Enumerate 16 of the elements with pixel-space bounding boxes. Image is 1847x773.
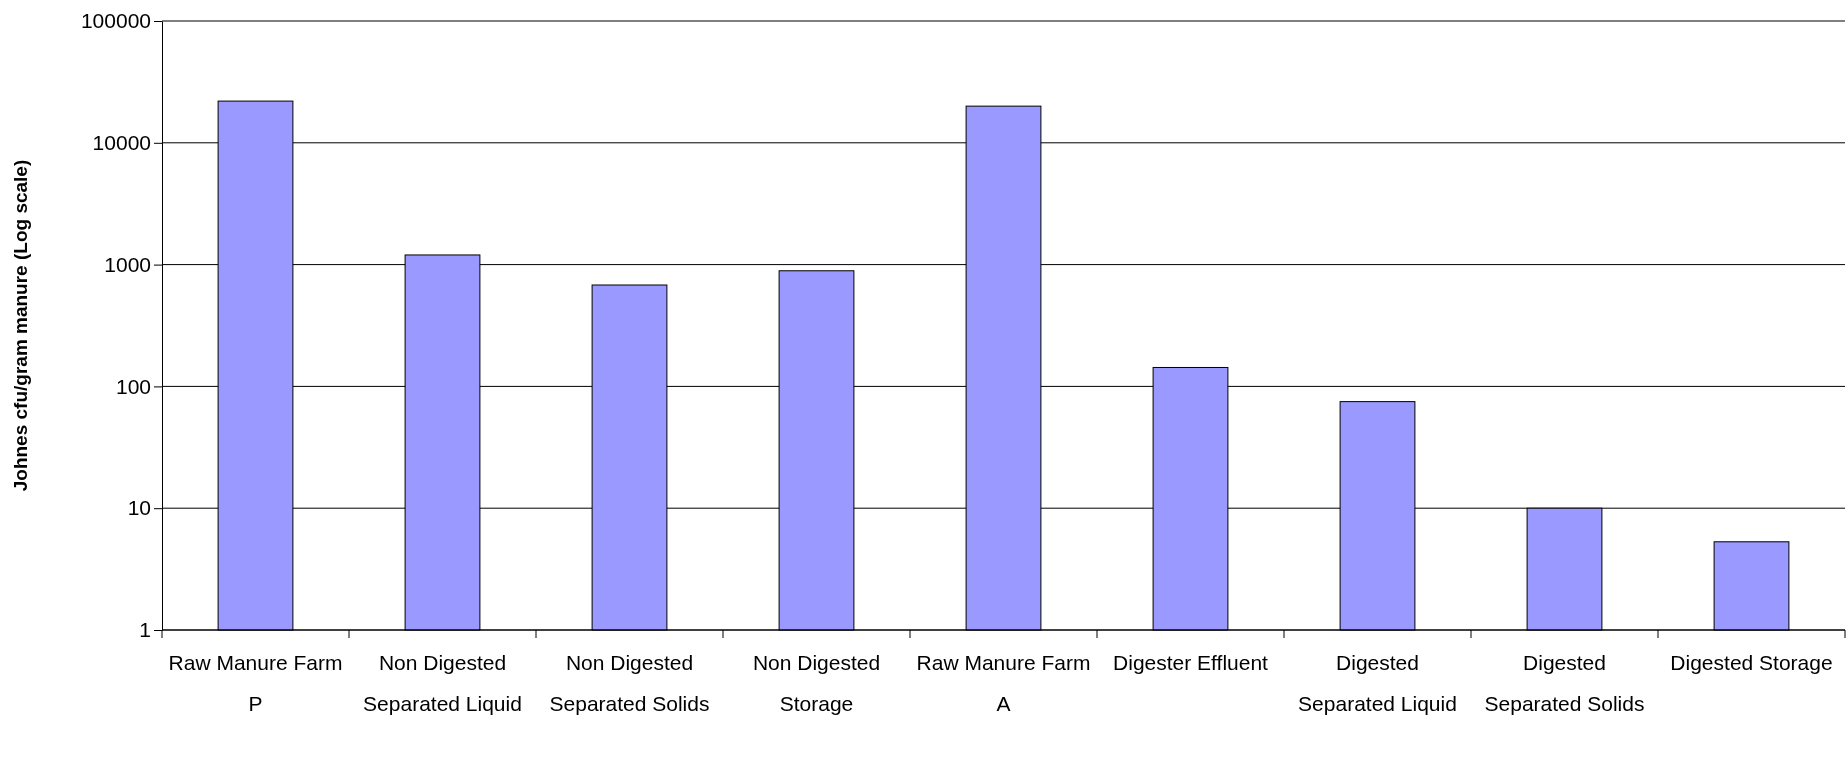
y-tick-label: 10 bbox=[127, 496, 151, 520]
x-tick-label: Non Digested Storage bbox=[752, 651, 881, 715]
y-tick-label: 100 bbox=[115, 374, 151, 398]
x-tick-label: Digester Effluent bbox=[1113, 651, 1269, 674]
y-tick-label: 100000 bbox=[80, 9, 151, 33]
x-tick-label: Digested Separated Liquid bbox=[1298, 651, 1457, 715]
x-tick-label: Raw Manure Farm A bbox=[916, 651, 1091, 715]
x-tick-label: Raw Manure Farm P bbox=[168, 651, 343, 715]
y-tick-label: 1000 bbox=[104, 252, 151, 276]
x-tick-label: Non Digested Separated Solids bbox=[549, 651, 710, 715]
y-axis-title: Johnes cfu/gram manure (Log scale) bbox=[10, 159, 31, 492]
y-tick-label: 10000 bbox=[92, 131, 151, 155]
x-tick-label: Digested Storage bbox=[1670, 651, 1833, 674]
x-tick-label: Digested Separated Solids bbox=[1484, 651, 1645, 715]
x-tick-label: Non Digested Separated Liquid bbox=[363, 651, 522, 715]
y-tick-label: 1 bbox=[139, 618, 151, 642]
